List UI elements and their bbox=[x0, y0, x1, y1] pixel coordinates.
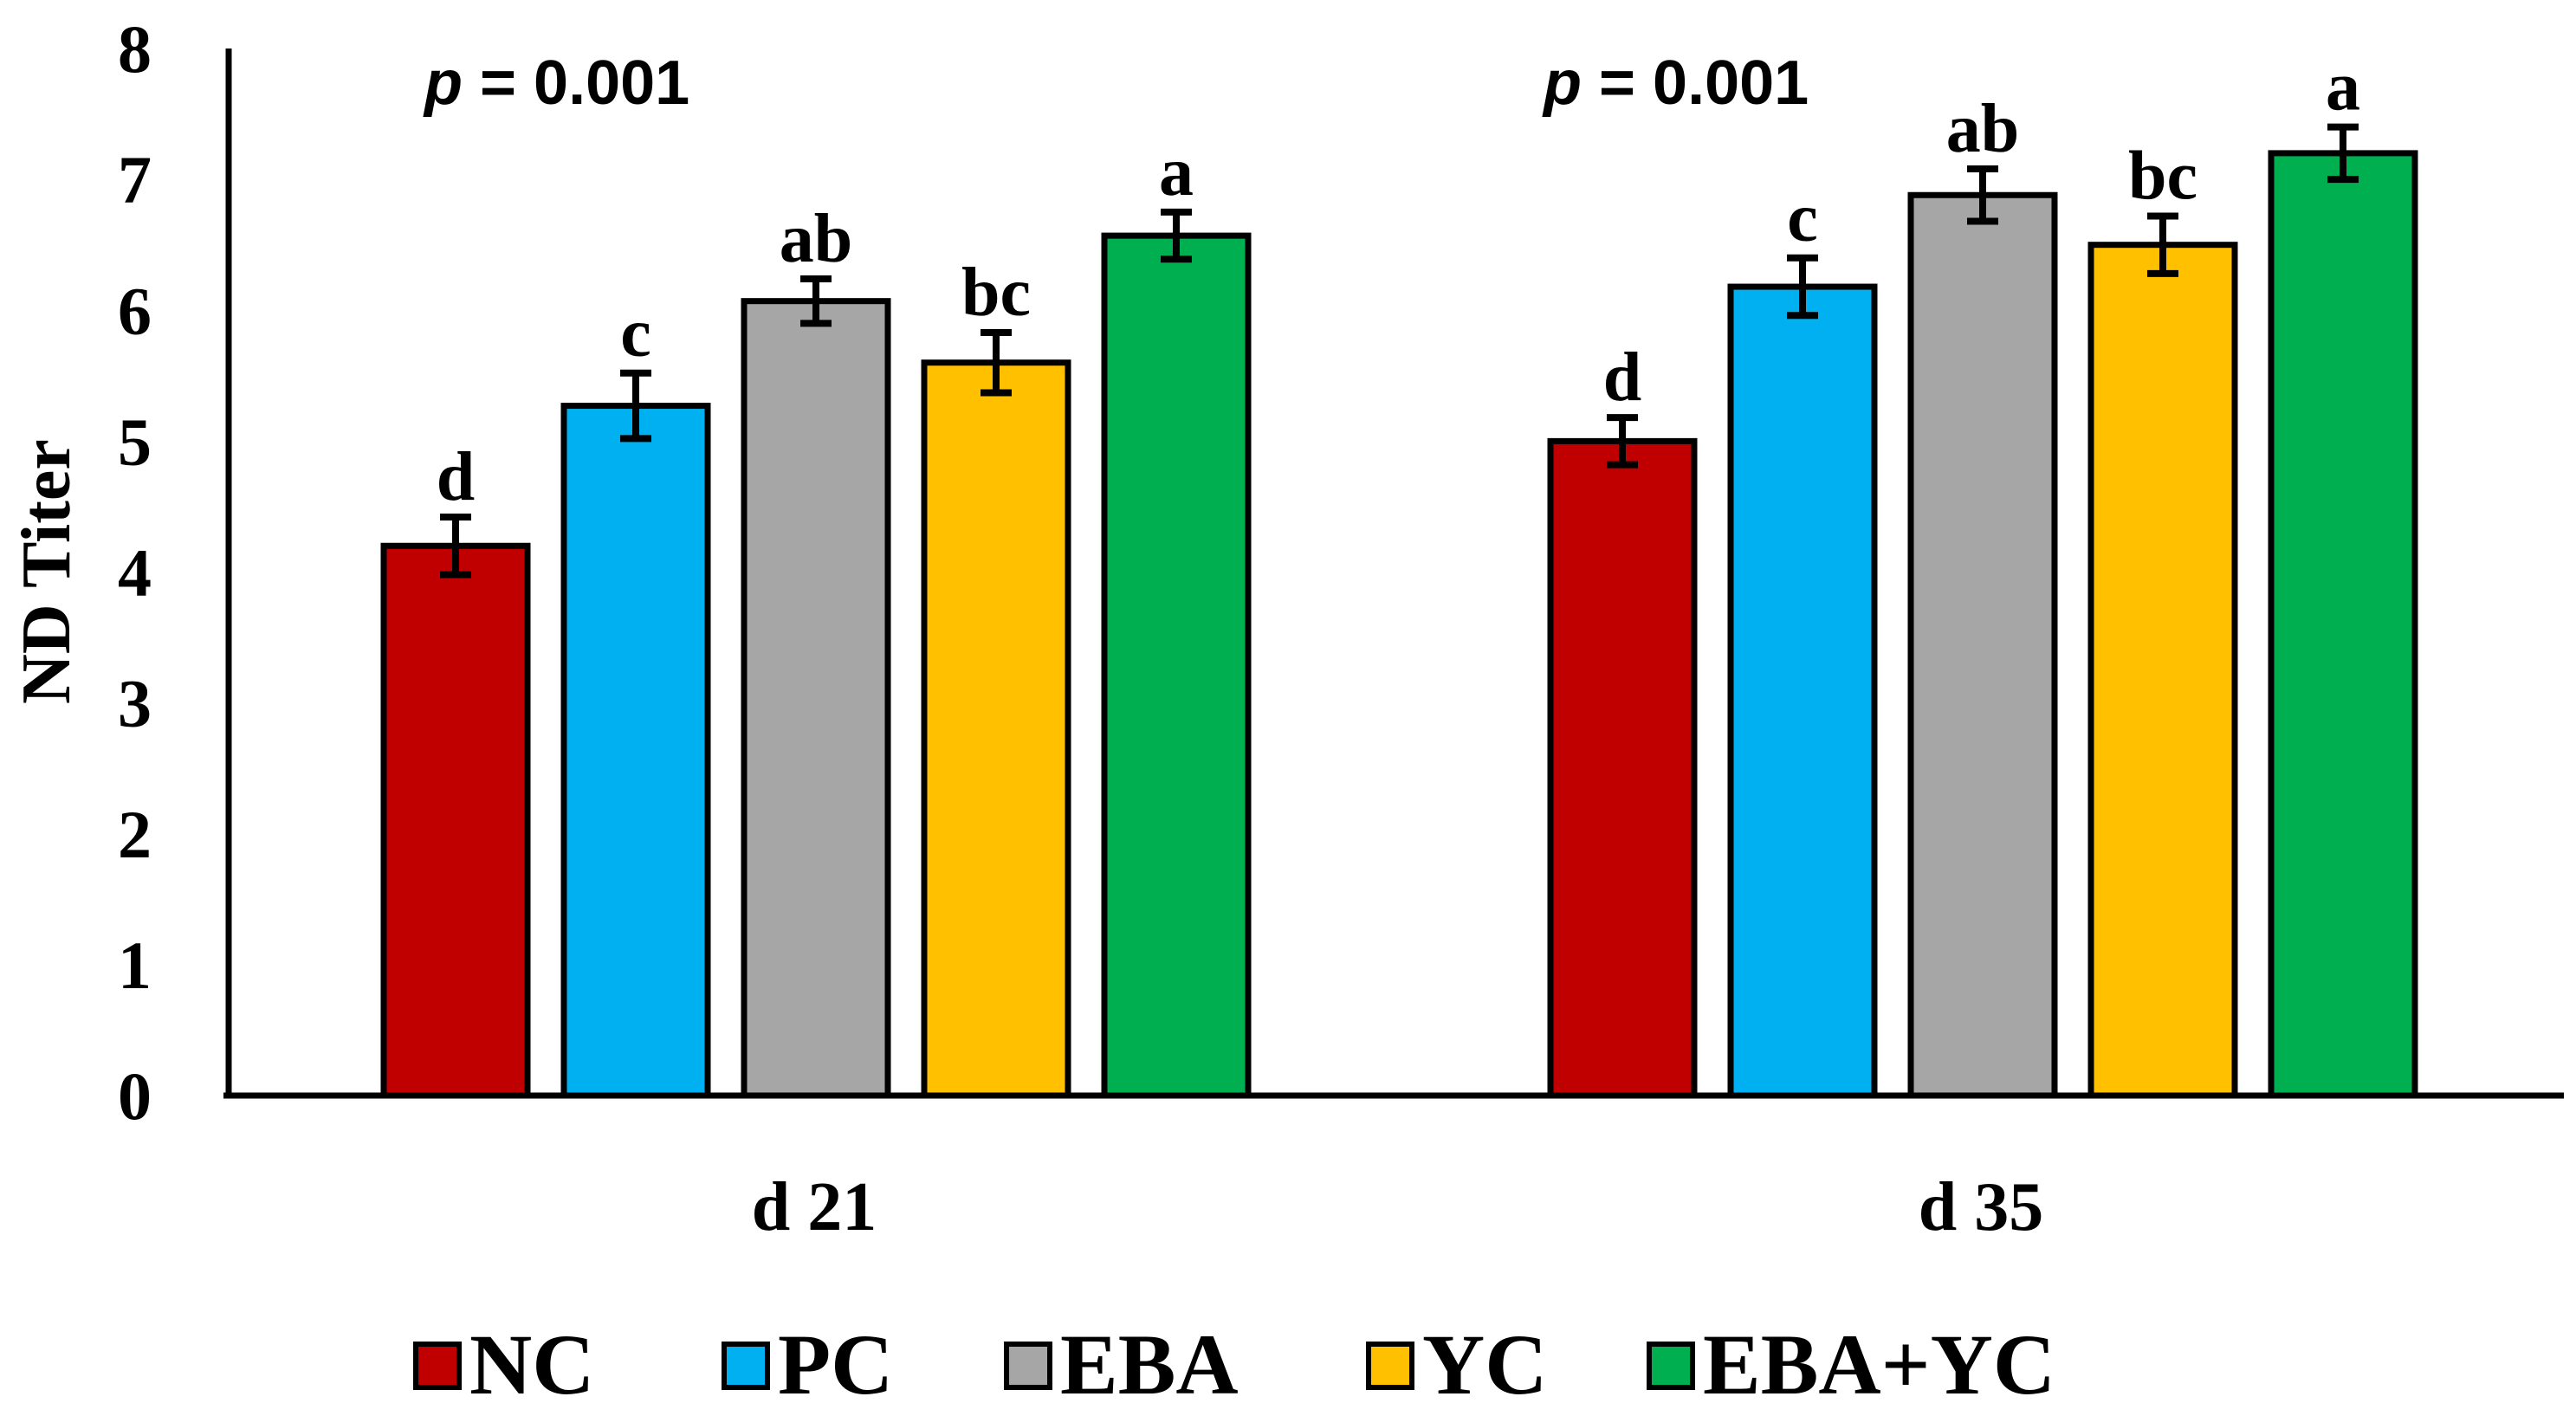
bar-nc-d35 bbox=[1550, 441, 1694, 1096]
legend-label: EBA+YC bbox=[1703, 1316, 2055, 1413]
y-tick-label: 6 bbox=[118, 273, 152, 348]
legend-label: NC bbox=[469, 1316, 594, 1413]
legend-item: EBA bbox=[1006, 1316, 1239, 1413]
bar-yc-d21 bbox=[924, 363, 1068, 1096]
y-tick-label: 4 bbox=[118, 535, 152, 611]
y-tick-label: 5 bbox=[118, 404, 152, 479]
significance-letter: a bbox=[1159, 134, 1194, 210]
y-tick-label: 1 bbox=[118, 928, 152, 1003]
nd-titer-bar-chart: ddccababbcbcaa 012345678 ND Titer d 21 d … bbox=[0, 0, 2576, 1416]
y-tick-label: 8 bbox=[118, 11, 152, 87]
legend-swatch bbox=[1006, 1344, 1050, 1387]
bar-pc-d35 bbox=[1731, 287, 1874, 1096]
legend-swatch bbox=[1369, 1344, 1412, 1387]
legend-label: PC bbox=[778, 1316, 893, 1413]
p-value-label: p = 0.001 bbox=[1542, 48, 1809, 118]
legend-label: YC bbox=[1422, 1316, 1547, 1413]
bar-nc-d21 bbox=[384, 546, 527, 1096]
legend-item: PC bbox=[724, 1316, 893, 1413]
legend-swatch bbox=[1649, 1344, 1693, 1387]
bars-layer: d d c c ab ab bc bc a a bbox=[384, 49, 2415, 1096]
significance-letter: c bbox=[620, 295, 651, 372]
p-value-label: p = 0.001 bbox=[423, 48, 689, 118]
significance-letter: d bbox=[437, 439, 476, 515]
y-tick-labels: 0 1 2 3 4 5 6 7 8 bbox=[118, 11, 152, 1134]
bar-yc-d35 bbox=[2091, 245, 2235, 1096]
significance-letter: bc bbox=[2128, 138, 2197, 214]
significance-letter: bc bbox=[961, 255, 1031, 331]
y-tick-label: 7 bbox=[118, 142, 152, 217]
significance-letter: ab bbox=[780, 201, 853, 277]
bar-eba-d35 bbox=[1911, 195, 2055, 1096]
significance-letter: ab bbox=[1946, 91, 2020, 167]
legend: NC PC EBA YC EBA+YC bbox=[416, 1316, 2055, 1413]
significance-letter: a bbox=[2326, 49, 2360, 126]
y-axis-title: ND Titer bbox=[9, 439, 85, 704]
legend-item: NC bbox=[416, 1316, 594, 1413]
bar-eba-yc-d35 bbox=[2271, 153, 2415, 1096]
bar-eba-yc-d21 bbox=[1104, 236, 1248, 1096]
y-tick-label: 2 bbox=[118, 797, 152, 872]
legend-swatch bbox=[416, 1344, 459, 1387]
x-category-label: d 35 bbox=[1919, 1169, 2044, 1245]
legend-item: EBA+YC bbox=[1649, 1316, 2055, 1413]
legend-item: YC bbox=[1369, 1316, 1547, 1413]
bar-eba-d21 bbox=[744, 301, 888, 1096]
y-tick-label: 0 bbox=[118, 1058, 152, 1134]
bar-pc-d21 bbox=[564, 406, 708, 1096]
legend-swatch bbox=[724, 1344, 767, 1387]
legend-label: EBA bbox=[1060, 1316, 1239, 1413]
significance-letter: c bbox=[1787, 180, 1818, 256]
significance-letter: d bbox=[1603, 339, 1642, 416]
x-category-label: d 21 bbox=[752, 1169, 877, 1245]
x-category-labels: d 21 d 35 bbox=[752, 1169, 2044, 1245]
y-tick-label: 3 bbox=[118, 666, 152, 741]
p-value-annotations: p = 0.001 p = 0.001 bbox=[423, 48, 1809, 118]
